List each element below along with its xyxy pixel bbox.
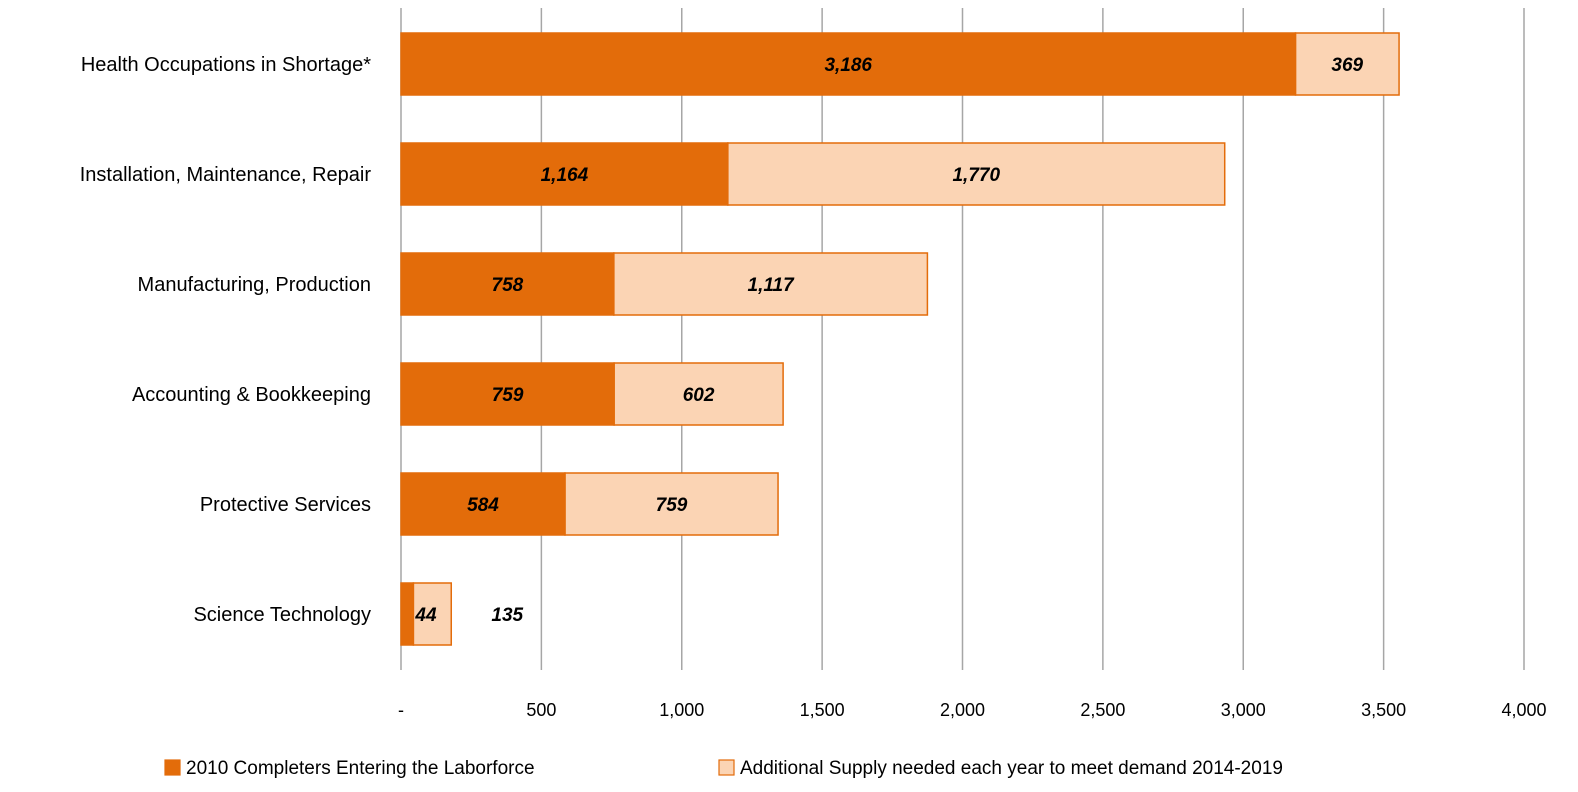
bar-additional-supply (613, 252, 929, 316)
bar-completers (400, 472, 566, 536)
x-axis-tick-labels: - 500 1,000 1,500 2,000 2,500 3,000 3,500 4,000 (398, 700, 1547, 720)
data-label-additional-supply: 759 (656, 495, 688, 516)
bar-additional-supply (1294, 32, 1400, 96)
legend-swatch (718, 759, 735, 776)
bar-completers (400, 142, 729, 206)
category-label: Accounting & Bookkeeping (132, 384, 371, 406)
bar-additional-supply (613, 362, 784, 426)
bars (400, 32, 1400, 646)
bar-completers (400, 32, 1297, 96)
legend: 2010 Completers Entering the Laborforce A… (164, 758, 1283, 779)
gridlines (400, 8, 1525, 670)
bar-completers (400, 252, 615, 316)
x-tick-label: 3,000 (1221, 700, 1266, 720)
category-label: Protective Services (200, 494, 371, 516)
data-label-completers: 758 (492, 275, 524, 296)
legend-label: Additional Supply needed each year to me… (740, 758, 1283, 779)
x-tick-label: 1,500 (800, 700, 845, 720)
data-label-completers: 759 (492, 385, 524, 406)
category-label: Health Occupations in Shortage* (81, 54, 371, 76)
x-tick-label: 1,000 (659, 700, 704, 720)
data-label-additional-supply: 1,117 (748, 275, 796, 296)
data-label-completers: 44 (414, 605, 437, 626)
legend-swatch (164, 759, 181, 776)
x-tick-label: - (398, 700, 404, 720)
category-label: Science Technology (193, 604, 371, 626)
x-tick-label: 2,000 (940, 700, 985, 720)
bar-completers (400, 362, 615, 426)
bar-completers (400, 582, 415, 646)
data-label-completers: 584 (467, 495, 499, 516)
data-label-completers: 1,164 (541, 165, 589, 186)
legend-label: 2010 Completers Entering the Laborforce (186, 758, 535, 779)
category-label: Installation, Maintenance, Repair (80, 164, 372, 186)
data-label-additional-supply: 135 (491, 605, 523, 626)
x-tick-label: 2,500 (1080, 700, 1125, 720)
category-label: Manufacturing, Production (138, 274, 371, 296)
data-labels: 3,186 369 1,164 1,770 758 1,117 759 602 584 759 44… (414, 55, 1363, 626)
bar-additional-supply (412, 582, 453, 646)
x-tick-label: 3,500 (1361, 700, 1406, 720)
data-label-additional-supply: 369 (1331, 55, 1363, 76)
data-label-additional-supply: 602 (683, 385, 715, 406)
data-label-additional-supply: 1,770 (952, 165, 1000, 186)
x-tick-label: 500 (526, 700, 556, 720)
x-tick-label: 4,000 (1501, 700, 1546, 720)
data-label-completers: 3,186 (824, 55, 872, 76)
bar-additional-supply (727, 142, 1226, 206)
